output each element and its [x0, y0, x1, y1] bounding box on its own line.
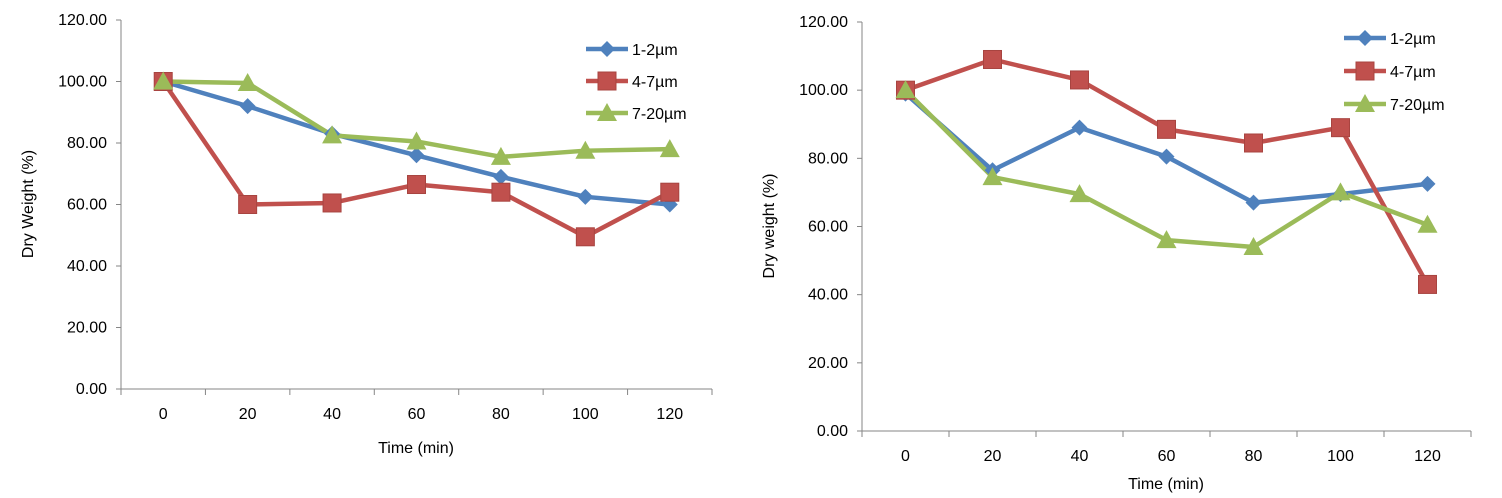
chart2-y-tick-label: 20.00	[808, 355, 848, 372]
chart2-legend-label-2: 4-7µm	[1390, 64, 1436, 81]
chart2-series-3-point	[1417, 214, 1438, 233]
chart2-series-3-point	[895, 80, 916, 99]
chart2-y-tick-label: 60.00	[808, 219, 848, 236]
chart1-series-2-point	[407, 175, 426, 195]
chart1-series-3-point	[237, 73, 258, 92]
chart2-series-1-point	[1245, 194, 1262, 211]
chart1-y-tick-label: 20.00	[67, 320, 107, 337]
chart1-x-tick-label: 20	[239, 406, 257, 423]
chart1-series-1-point	[577, 188, 594, 205]
chart2-series-3-point	[1243, 236, 1264, 255]
chart1-y-tick-label: 0.00	[76, 381, 107, 398]
chart2-series-1-point	[1071, 119, 1088, 136]
chart1-x-tick-label: 40	[323, 406, 341, 423]
chart2-series-2-point	[1331, 118, 1350, 138]
chart1-series-2-point	[660, 182, 680, 202]
chart1-series-3-point	[322, 125, 343, 144]
chart1-series-1-point	[408, 147, 425, 164]
chart2-x-axis-label: Time (min)	[1128, 476, 1204, 493]
chart2-y-tick-label: 100.00	[799, 82, 848, 99]
chart1-series-2-point	[575, 227, 595, 247]
chart1-legend-label-3: 7-20µm	[632, 106, 687, 123]
chart2-series-line-1	[903, 91, 1430, 205]
chart1-y-tick-label: 40.00	[67, 258, 107, 275]
chart2-legend-label-3: 7-20µm	[1390, 97, 1445, 114]
chart1-legend-marker-1	[599, 41, 615, 57]
chart2-series-1-point	[1158, 148, 1175, 165]
chart1-x-tick-label: 100	[572, 406, 599, 423]
chart1-series-3-point	[575, 140, 596, 159]
chart1-x-tick-label: 120	[656, 406, 683, 423]
chart1-y-axis-label: Dry Weight (%)	[20, 150, 37, 258]
chart2-x-tick-label: 0	[901, 448, 910, 465]
chart2-series-3-point	[1156, 230, 1177, 249]
chart2-series-2-point	[983, 49, 1002, 69]
chart1-y-tick-label: 120.00	[58, 12, 107, 29]
chart1-y-tick-label: 80.00	[67, 135, 107, 152]
chart2-y-tick-label: 120.00	[799, 14, 848, 31]
chart2-x-tick-label: 100	[1327, 448, 1354, 465]
chart1-series-3-point	[490, 146, 511, 165]
chart2-y-axis-label: Dry weight (%)	[761, 174, 778, 279]
chart1-legend-marker-2	[597, 71, 617, 91]
chart2-y-tick-label: 0.00	[817, 423, 848, 440]
chart2-x-tick-label: 120	[1414, 448, 1441, 465]
chart1-series-3-point	[406, 131, 427, 150]
chart2-series-3-point	[1330, 182, 1351, 201]
chart1-legend-label-1: 1-2µm	[632, 42, 678, 59]
chart1-series-1-point	[239, 98, 256, 115]
chart2-series-3-point	[1069, 184, 1090, 203]
chart2-legend-label-1: 1-2µm	[1390, 31, 1436, 48]
chart2-x-tick-label: 20	[984, 448, 1002, 465]
chart1-series-1-point	[492, 168, 509, 185]
chart1-y-tick-label: 100.00	[58, 74, 107, 91]
chart1-legend-marker-3	[597, 103, 617, 121]
chart1-x-tick-label: 80	[492, 406, 510, 423]
chart2-legend-marker-1	[1357, 30, 1373, 46]
chart1-series-3-point	[153, 71, 174, 90]
chart2-series-line-2	[903, 57, 1430, 287]
chart1-series-2-point	[491, 182, 511, 202]
chart2-series-2-point	[1418, 274, 1437, 294]
chart2-x-tick-label: 80	[1245, 448, 1263, 465]
chart1-y-tick-label: 60.00	[67, 197, 107, 214]
chart1-x-tick-label: 60	[408, 406, 426, 423]
chart2-series-2-point	[1157, 119, 1176, 139]
chart2-series-1-point	[1419, 175, 1436, 192]
chart2-series-2-point	[1244, 133, 1263, 153]
chart2-y-tick-label: 80.00	[808, 150, 848, 167]
chart2-series-line-3	[903, 87, 1430, 250]
chart1-series-3-point	[659, 139, 680, 158]
chart1-x-axis-label: Time (min)	[378, 440, 454, 457]
chart2-y-tick-label: 40.00	[808, 287, 848, 304]
chart2-series-3-point	[982, 167, 1003, 186]
chart2-x-tick-label: 60	[1158, 448, 1176, 465]
chart2-x-tick-label: 40	[1071, 448, 1089, 465]
chart2-legend-marker-2	[1355, 61, 1375, 81]
chart1-x-tick-label: 0	[159, 406, 168, 423]
chart1-series-2-point	[238, 195, 258, 214]
chart1-legend-label-2: 4-7µm	[632, 74, 678, 91]
chart1-series-2-point	[322, 193, 342, 213]
chart2-series-2-point	[1070, 70, 1089, 90]
chart2-legend-marker-3	[1355, 94, 1375, 112]
